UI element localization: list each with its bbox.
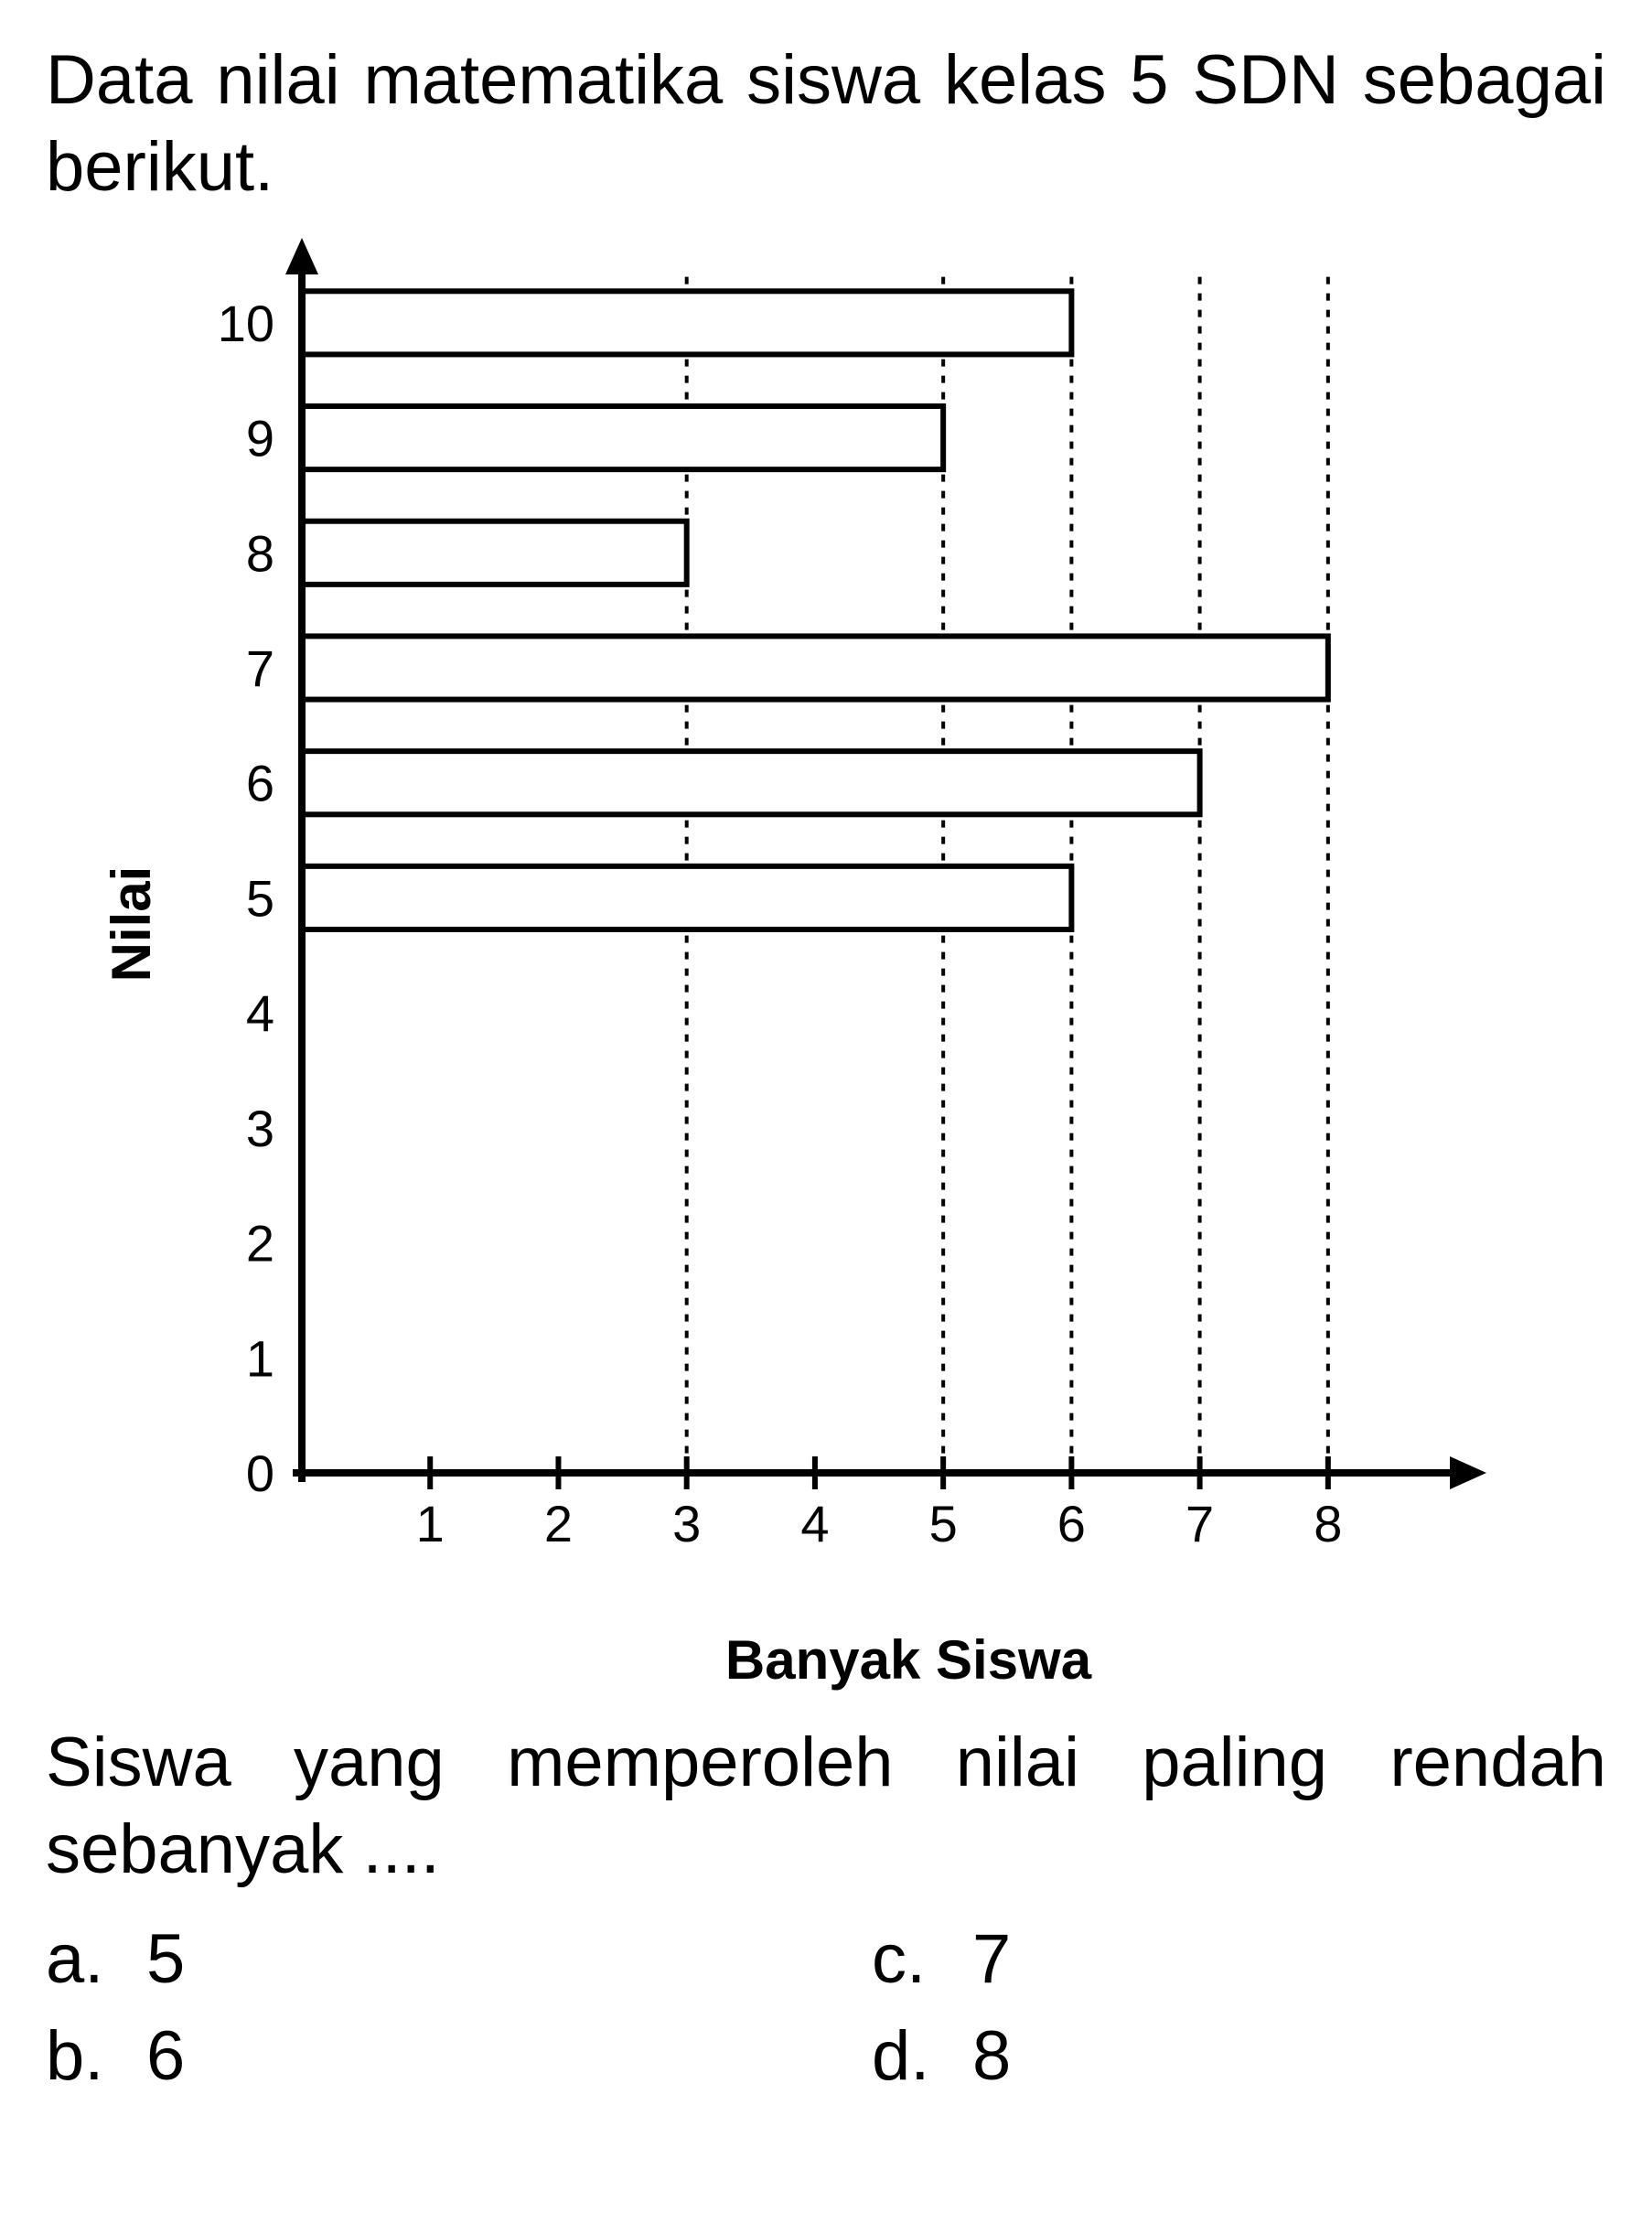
option-d-letter: d. [872, 2008, 936, 2105]
svg-text:5: 5 [929, 1495, 958, 1552]
svg-text:9: 9 [246, 410, 274, 467]
option-a-letter: a. [46, 1911, 110, 2008]
bar-chart: 1 2 3 4 5 6 7 8 0 1 2 3 4 5 6 7 8 9 10 [119, 238, 1491, 1573]
svg-text:6: 6 [1057, 1495, 1086, 1552]
option-c-letter: c. [872, 1911, 936, 2008]
question-text: Siswa yang memperoleh nilai paling renda… [46, 1719, 1606, 1893]
svg-text:4: 4 [800, 1495, 829, 1552]
svg-text:6: 6 [246, 755, 274, 812]
option-c-value: 7 [972, 1911, 1011, 2008]
svg-text:3: 3 [672, 1495, 701, 1552]
svg-text:0: 0 [246, 1445, 274, 1502]
chart-container: Nilai 12345678012345678910 [119, 238, 1491, 1610]
svg-text:8: 8 [1314, 1495, 1342, 1552]
svg-text:8: 8 [246, 524, 274, 582]
y-axis-label: Nilai [100, 866, 163, 983]
option-b: b. 6 [46, 2008, 780, 2105]
svg-text:2: 2 [544, 1495, 573, 1552]
option-d: d. 8 [872, 2008, 1606, 2105]
option-a-value: 5 [146, 1911, 185, 2008]
svg-text:2: 2 [246, 1215, 274, 1273]
svg-text:7: 7 [246, 639, 274, 697]
svg-text:4: 4 [246, 984, 274, 1042]
answer-options: a. 5 c. 7 b. 6 d. 8 [46, 1911, 1606, 2106]
svg-text:3: 3 [246, 1100, 274, 1157]
svg-text:5: 5 [246, 869, 274, 927]
svg-text:7: 7 [1185, 1495, 1214, 1552]
option-b-value: 6 [146, 2008, 185, 2105]
intro-text: Data nilai matematika siswa kelas 5 SDN … [46, 37, 1606, 210]
option-d-value: 8 [972, 2008, 1011, 2105]
x-axis-label: Banyak Siswa [210, 1628, 1606, 1692]
option-a: a. 5 [46, 1911, 780, 2008]
option-c: c. 7 [872, 1911, 1606, 2008]
svg-text:1: 1 [246, 1329, 274, 1387]
svg-text:1: 1 [416, 1495, 445, 1552]
svg-text:10: 10 [218, 295, 274, 352]
option-b-letter: b. [46, 2008, 110, 2105]
